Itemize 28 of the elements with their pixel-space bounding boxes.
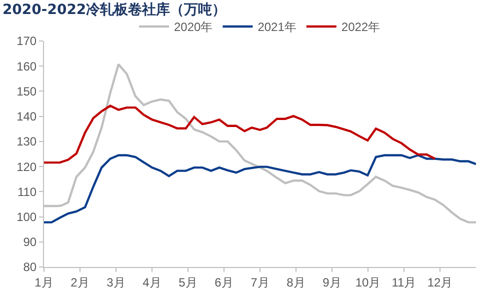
- y-tick-label: 90: [23, 235, 37, 250]
- x-tick-label: 10月: [355, 275, 381, 290]
- x-tick-label: 1月: [34, 275, 54, 290]
- x-tick-label: 11月: [392, 275, 416, 290]
- x-tick-label: 4月: [142, 275, 162, 290]
- y-tick-label: 170: [16, 34, 37, 48]
- y-tick-label: 150: [16, 84, 37, 98]
- legend-label: 2020年: [174, 20, 213, 34]
- x-tick-label: 2月: [70, 275, 90, 290]
- x-tick-label: 12月: [427, 275, 453, 290]
- legend-label: 2022年: [341, 20, 380, 34]
- x-tick-label: 8月: [286, 275, 306, 290]
- line-series: [44, 104, 436, 164]
- y-tick-label: 130: [16, 134, 37, 149]
- y-tick-label: 120: [16, 160, 37, 174]
- x-tick-label: 5月: [178, 275, 198, 290]
- x-tick-label: 6月: [214, 275, 234, 290]
- y-tick-label: 110: [17, 184, 37, 199]
- y-tick-label: 80: [23, 260, 37, 274]
- line-series: [44, 154, 476, 224]
- x-tick-label: 3月: [106, 275, 126, 290]
- x-tick-label: 7月: [250, 275, 270, 290]
- x-tick-label: 9月: [322, 275, 342, 290]
- y-tick-label: 100: [16, 210, 37, 224]
- chart-title: 2020-2022冷轧板卷社库（万吨）: [2, 1, 226, 18]
- y-tick-label: 140: [16, 110, 37, 124]
- legend-label: 2021年: [258, 20, 296, 34]
- y-tick-label: 160: [16, 59, 37, 74]
